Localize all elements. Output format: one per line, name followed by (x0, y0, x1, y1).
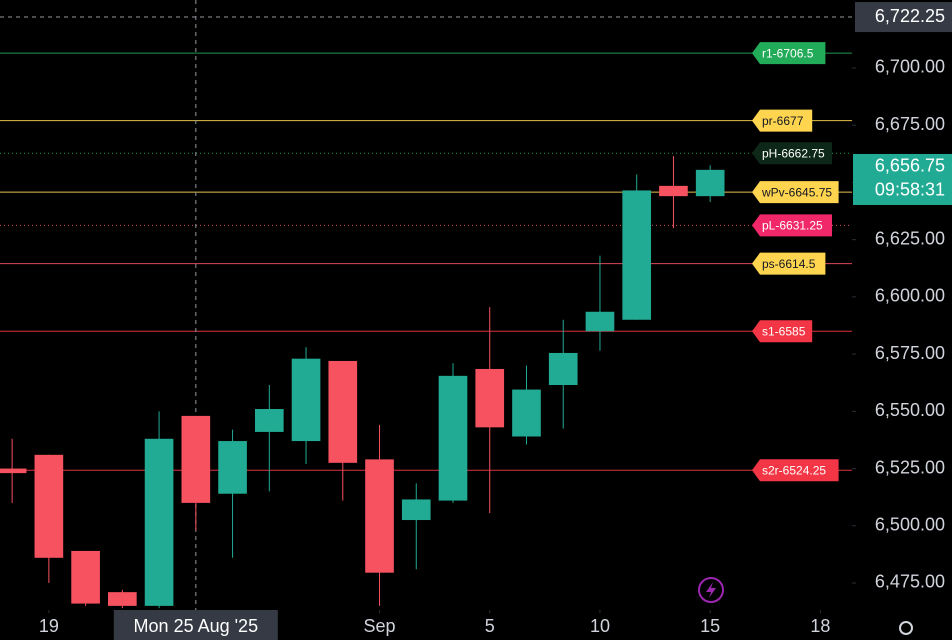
x-tick-label: 19 (39, 616, 59, 636)
level-label: s1-6585 (762, 324, 806, 338)
last-price-box (853, 153, 952, 205)
candle-body (475, 368, 505, 428)
candle-body (181, 415, 211, 503)
countdown-label: 09:58:31 (875, 180, 945, 200)
x-tick-label: 15 (700, 616, 720, 636)
candle-body (291, 358, 321, 442)
candle-body (695, 169, 725, 197)
candle-body (71, 550, 100, 604)
candle-body (0, 468, 27, 474)
level-tag (752, 459, 839, 482)
level-tag (752, 142, 832, 165)
last-price-label: 6,656.75 (875, 156, 945, 176)
x-tick-label: 10 (590, 616, 610, 636)
y-tick-label: 6,525.00 (875, 457, 945, 477)
y-tick-label: 6,575.00 (875, 343, 945, 363)
candle-body (585, 311, 615, 332)
candle-body (328, 360, 358, 463)
candle-body (401, 499, 431, 521)
candle-body (548, 352, 578, 385)
crosshair-x-box (113, 610, 278, 640)
level-tag (752, 320, 813, 343)
icons (698, 577, 913, 635)
candle-body (254, 409, 284, 432)
y-tick-label: 6,475.00 (875, 572, 945, 592)
level-label: s2r-6524.25 (762, 463, 826, 477)
x-tick-label: Sep (364, 616, 396, 636)
candle-body (438, 375, 468, 501)
x-tick-label: 18 (810, 616, 830, 636)
y-tick-label: 6,550.00 (875, 400, 945, 420)
settings-icon[interactable] (899, 621, 913, 635)
candle-body (512, 389, 541, 437)
y-tick-label: 6,675.00 (875, 114, 945, 134)
candle-body (365, 459, 394, 573)
candle-body (34, 454, 64, 558)
y-tick-label: 6,500.00 (875, 515, 945, 535)
level-tag (752, 181, 839, 204)
level-label: pr-6677 (762, 114, 804, 128)
level-label: pL-6631.25 (762, 219, 823, 233)
candle-body (108, 592, 137, 606)
candle-body (218, 441, 247, 494)
crosshair-x-label: Mon 25 Aug '25 (134, 616, 259, 636)
x-tick-label: 5 (485, 616, 495, 636)
level-label: wPv-6645.75 (761, 185, 832, 199)
level-label: ps-6614.5 (762, 257, 816, 271)
y-tick-label: 6,625.00 (875, 228, 945, 248)
candle-body (659, 185, 688, 197)
crosshair-y-box (855, 2, 952, 33)
y-tick-label: 6,700.00 (875, 57, 945, 77)
crosshair-y-label: 6,722.25 (875, 6, 945, 26)
level-tag (752, 214, 832, 237)
level-label: pH-6662.75 (762, 146, 825, 160)
alert-bolt (706, 582, 716, 598)
level-tag (752, 109, 813, 132)
candle-body (622, 190, 652, 320)
candle-body (144, 438, 174, 606)
y-tick-label: 6,600.00 (875, 286, 945, 306)
level-tag (752, 252, 826, 275)
alert-icon[interactable] (698, 577, 724, 603)
level-tag (752, 42, 826, 65)
level-label: r1-6706.5 (762, 46, 814, 60)
